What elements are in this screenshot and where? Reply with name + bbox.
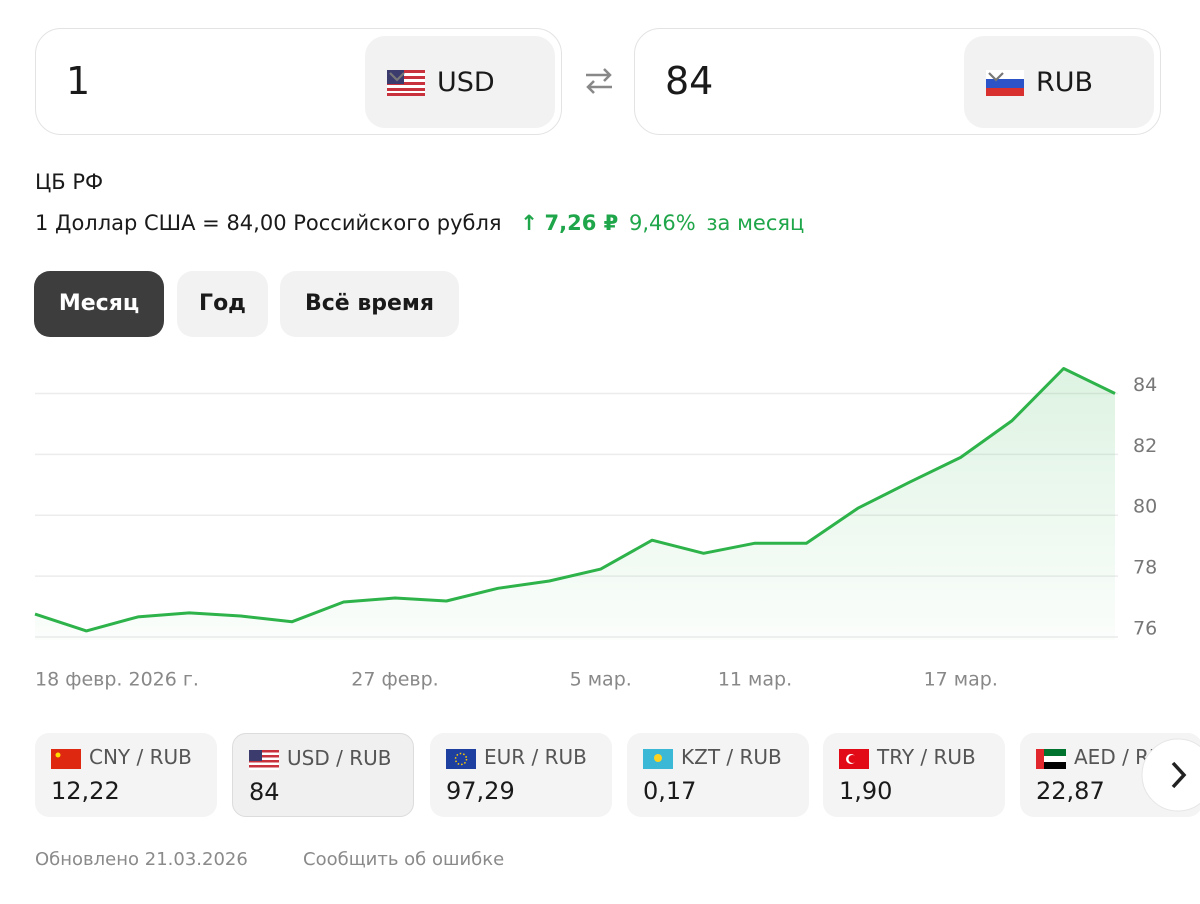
tab[interactable]: Месяц xyxy=(34,271,164,337)
x-tick-label: 17 мар. xyxy=(924,669,998,691)
rate-percent: 9,46% xyxy=(628,211,696,235)
swap-button[interactable] xyxy=(582,65,616,97)
pair-value: 12,22 xyxy=(51,777,120,805)
x-tick-label: 27 февр. xyxy=(351,669,438,691)
pair-card[interactable]: USD / RUB 84 xyxy=(232,733,414,817)
from-box[interactable]: 1 USD xyxy=(35,28,562,135)
flag-ru xyxy=(986,70,1024,96)
rate-period: за месяц xyxy=(706,211,805,235)
y-tick-label: 78 xyxy=(1133,557,1157,579)
pair-card[interactable]: CNY / RUB 12,22 xyxy=(35,733,217,817)
pair-name: CNY / RUB xyxy=(89,745,192,769)
y-tick-label: 76 xyxy=(1133,617,1157,639)
pair-value: 97,29 xyxy=(446,777,515,805)
to-currency: RUB xyxy=(1036,67,1094,98)
rate-text: 1 Доллар США = 84,00 Российского рубля xyxy=(35,211,502,235)
y-tick-label: 84 xyxy=(1133,374,1157,396)
flag xyxy=(839,749,869,769)
y-tick-label: 82 xyxy=(1133,435,1157,457)
report-link[interactable]: Сообщить об ошибке xyxy=(303,849,505,870)
pair-card[interactable]: TRY / RUB 1,90 xyxy=(823,733,1005,817)
line xyxy=(34,367,1116,633)
flag xyxy=(249,750,279,770)
rate-change: 7,26 ₽ xyxy=(544,211,619,235)
updated: Обновлено 21.03.2026 xyxy=(35,849,248,870)
pair-name: KZT / RUB xyxy=(681,745,782,769)
tab[interactable]: Всё время xyxy=(280,271,459,337)
pair-value: 22,87 xyxy=(1036,777,1105,805)
chevron xyxy=(389,72,405,82)
flag xyxy=(1036,749,1066,769)
flag xyxy=(446,749,476,769)
flag xyxy=(643,749,673,769)
next-button[interactable] xyxy=(1138,735,1200,815)
flag xyxy=(51,749,81,769)
x-tick-label: 18 февр. 2026 г. xyxy=(35,669,199,691)
from-currency: USD xyxy=(437,67,495,98)
arrow-up: ↑ xyxy=(520,211,538,235)
pair-card[interactable]: EUR / RUB 97,29 xyxy=(430,733,612,817)
to-box[interactable]: 84 RUB xyxy=(634,28,1161,135)
chart: 76 78 80 82 84 18 февр. 2026 г. 27 февр. 5 мар.… xyxy=(34,367,1157,691)
x-tick-label: 5 мар. xyxy=(570,669,632,691)
y-tick-label: 80 xyxy=(1133,496,1157,518)
tab[interactable]: Год xyxy=(177,271,268,337)
pair-value: 1,90 xyxy=(839,777,893,805)
x-tick-label: 11 мар. xyxy=(718,669,792,691)
source: ЦБ РФ xyxy=(35,170,104,194)
to-currency-select[interactable]: RUB xyxy=(964,36,1154,128)
pair-value: 0,17 xyxy=(643,777,697,805)
area xyxy=(35,368,1115,640)
pair-name: EUR / RUB xyxy=(484,745,587,769)
rate-line: 1 Доллар США = 84,00 Российского рубля ↑… xyxy=(35,211,804,235)
from-amount[interactable]: 1 xyxy=(66,59,91,103)
pair-name: TRY / RUB xyxy=(877,745,976,769)
from-currency-select[interactable]: USD xyxy=(365,36,555,128)
pair-value: 84 xyxy=(249,778,280,806)
pair-card[interactable]: KZT / RUB 0,17 xyxy=(627,733,809,817)
to-amount[interactable]: 84 xyxy=(665,59,714,103)
pair-name: USD / RUB xyxy=(287,746,392,770)
chevron xyxy=(988,72,1004,82)
